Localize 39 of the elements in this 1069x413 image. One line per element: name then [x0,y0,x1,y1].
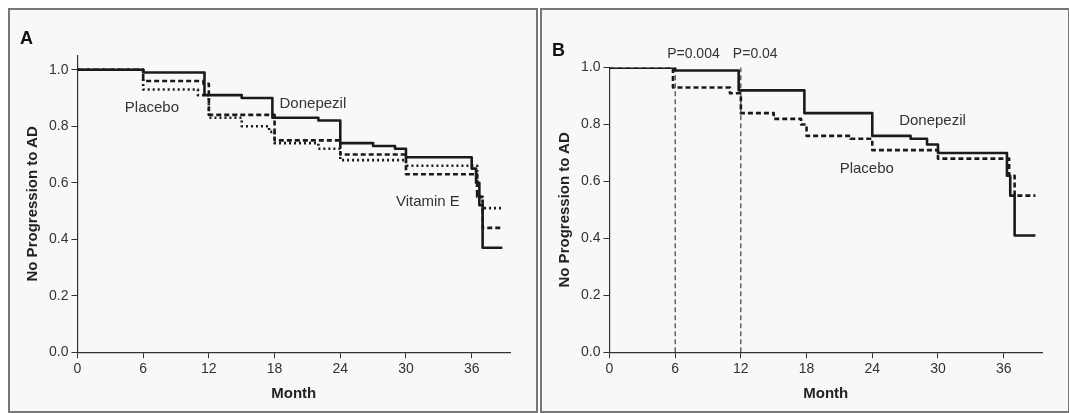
y-tick-label: 0.0 [48,343,69,360]
series-label: Donepezil [899,110,966,128]
x-tick-label: 18 [798,360,815,377]
y-tick-label: 1.0 [580,58,601,75]
x-tick-label: 0 [605,360,614,377]
x-tick-label: 36 [463,360,480,377]
series-label: Placebo [839,158,894,176]
x-tick-label: 30 [398,360,414,377]
x-axis-title: Month [271,384,317,402]
y-tick-label: 1.0 [48,60,69,77]
x-tick-label: 12 [201,360,217,377]
x-tick-label: 24 [864,360,881,377]
y-tick-label: 0.2 [580,286,601,303]
x-tick-label: 12 [733,360,749,377]
series-label: Vitamin E [395,192,460,210]
y-tick-label: 0.8 [580,115,601,132]
series-label: Donepezil [279,93,347,111]
y-tick-label: 0.4 [580,229,601,246]
x-tick-label: 30 [930,360,946,377]
y-axis-title: No Progression to AD [23,126,41,282]
y-tick-label: 0.8 [48,117,69,134]
x-tick-label: 18 [266,360,283,377]
annotation: P=0.004 [667,45,720,62]
y-tick-label: 0.6 [580,172,601,189]
series-label: Placebo [124,97,180,115]
x-tick-label: 6 [671,360,680,377]
chart-title: B [552,39,565,60]
chart-title: A [20,27,33,48]
y-tick-label: 0.0 [580,343,601,360]
x-tick-label: 36 [995,360,1012,377]
x-tick-label: 0 [73,360,82,377]
y-axis-title: No Progression to AD [555,132,573,288]
annotation: P=0.04 [732,45,778,62]
x-tick-label: 24 [332,360,349,377]
y-tick-label: 0.2 [48,286,69,303]
x-axis-title: Month [803,384,849,402]
x-tick-label: 6 [139,360,148,377]
y-tick-label: 0.4 [48,230,69,247]
y-tick-label: 0.6 [48,173,69,190]
